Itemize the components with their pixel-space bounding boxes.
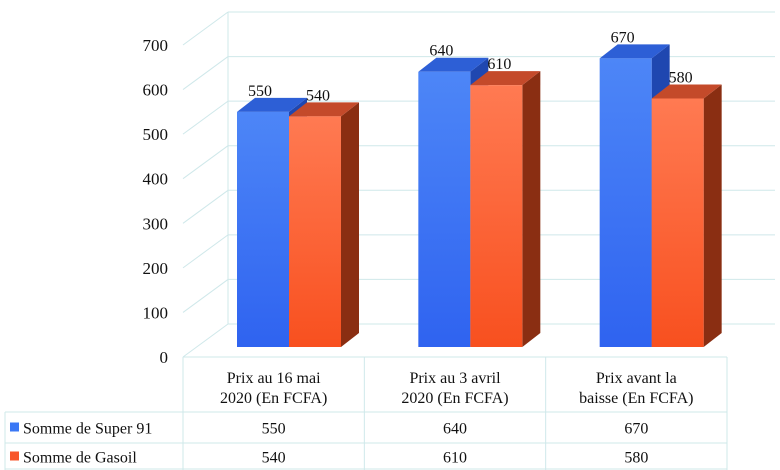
legend-key xyxy=(10,451,19,461)
table-value: 640 xyxy=(443,421,467,438)
y-axis: 0 100 200 300 400 500 600 700 xyxy=(143,36,169,367)
bar-top xyxy=(418,57,489,72)
gridline-200 xyxy=(182,234,229,269)
bars xyxy=(237,44,722,347)
bar-front xyxy=(289,116,341,347)
y-tick-label: 200 xyxy=(143,259,169,278)
bar-top xyxy=(470,71,541,86)
y-tick-label: 600 xyxy=(143,81,169,100)
category-label: Prix au 3 avril 2020 (En FCFA) xyxy=(401,370,508,407)
y-tick-label: 0 xyxy=(160,348,169,367)
data-label: 550 xyxy=(248,83,272,100)
bar-somme-de-gasoil-3 xyxy=(651,84,722,347)
table-value: 610 xyxy=(443,450,467,467)
category-label: Prix avant la baisse (En FCFA) xyxy=(579,370,693,407)
category-label: Prix au 16 mai 2020 (En FCFA) xyxy=(220,370,327,407)
bar-top xyxy=(599,44,670,59)
legend-entry: Somme de Gasoil xyxy=(23,450,137,467)
data-label: 540 xyxy=(306,87,330,104)
data-label: 670 xyxy=(611,29,635,46)
bar-front xyxy=(237,111,289,347)
gridline-700 xyxy=(182,11,229,46)
gridline-300 xyxy=(182,189,229,224)
gridline-0 xyxy=(182,323,229,358)
bar-front xyxy=(418,71,471,347)
bar-side xyxy=(341,102,359,347)
bar-top xyxy=(651,84,722,99)
y-tick-label: 100 xyxy=(143,303,169,322)
bar-side xyxy=(703,84,722,347)
legend-key xyxy=(10,422,19,432)
legend-entry: Somme de Super 91 xyxy=(23,421,152,438)
bar-side xyxy=(522,71,541,347)
bar-top xyxy=(289,102,359,117)
data-label: 640 xyxy=(429,43,453,60)
y-tick-label: 500 xyxy=(143,125,169,144)
bar-front xyxy=(599,58,652,347)
table-value: 540 xyxy=(262,450,286,467)
bar-front xyxy=(470,85,523,347)
gridline-500 xyxy=(182,100,229,135)
data-labels: 550 540 640 610 670 580 xyxy=(248,29,693,104)
y-tick-label: 700 xyxy=(143,36,169,55)
data-label: 580 xyxy=(669,69,693,86)
gridline-600 xyxy=(182,56,229,90)
bar-somme-de-gasoil-1 xyxy=(289,102,359,347)
bar-somme-de-gasoil-2 xyxy=(470,71,541,347)
y-tick-label: 300 xyxy=(143,214,169,233)
bar-top xyxy=(237,97,307,112)
data-label: 610 xyxy=(487,56,511,73)
table-value: 670 xyxy=(624,421,648,438)
y-tick-label: 400 xyxy=(143,170,169,189)
gridline-100 xyxy=(182,279,229,313)
table-value: 550 xyxy=(262,421,286,438)
table-value: 580 xyxy=(624,450,648,467)
gridline-400 xyxy=(182,145,229,180)
data-table: Prix au 16 mai 2020 (En FCFA) Prix au 3 av… xyxy=(4,356,728,470)
bar-front xyxy=(651,98,704,347)
